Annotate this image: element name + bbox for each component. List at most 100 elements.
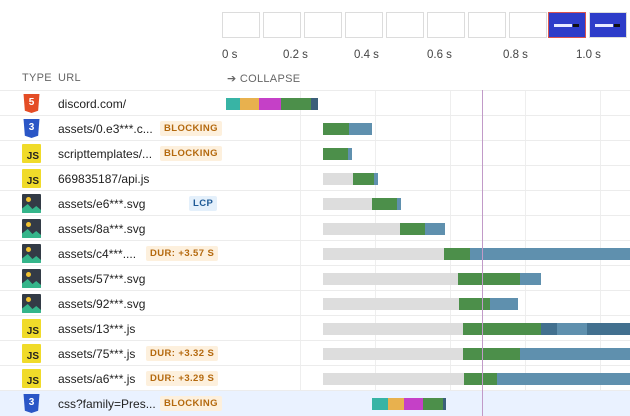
download-segment [520, 348, 630, 360]
image-icon [22, 294, 41, 313]
download-segment [470, 248, 630, 260]
js-icon: JS [22, 169, 41, 188]
request-segment [323, 148, 348, 160]
download-segment [490, 298, 518, 310]
filmstrip-frame[interactable] [263, 12, 301, 38]
render-marker-line [482, 90, 483, 416]
request-url: assets/92***.svg [58, 297, 146, 311]
axis-tick-label: 0.8 s [503, 49, 528, 61]
filmstrip-frame[interactable] [222, 12, 260, 38]
download-segment [520, 273, 541, 285]
axis-tick-label: 0 s [222, 49, 238, 61]
request-segment [464, 373, 497, 385]
blocking-badge: BLOCKING [160, 396, 222, 411]
request-url: assets/75***.js [58, 347, 136, 361]
request-url: assets/c4***.... [58, 247, 137, 261]
download-segment [374, 173, 378, 185]
request-row[interactable]: assets/57***.svg [0, 265, 630, 290]
download-segment [557, 323, 587, 335]
css3-icon: 3 [23, 394, 40, 413]
filmstrip-frame[interactable] [427, 12, 465, 38]
request-url: discord.com/ [58, 97, 127, 111]
request-row[interactable]: JS assets/a6***.js DUR: +3.29 S [0, 365, 630, 390]
request-segment [400, 223, 425, 235]
duration-badge: DUR: +3.57 S [146, 246, 219, 261]
gridline [300, 90, 301, 416]
request-row[interactable]: JS scripttemplates/... BLOCKING [0, 140, 630, 165]
waiting-segment [323, 223, 400, 235]
request-url: assets/13***.js [58, 322, 136, 336]
connect-segment [240, 98, 259, 110]
request-url: 669835187/api.js [58, 172, 150, 186]
waiting-segment [323, 298, 459, 310]
request-url: assets/0.e3***.c... [58, 122, 153, 136]
request-row[interactable]: JS 669835187/api.js [0, 165, 630, 190]
url-column-header[interactable]: URL [58, 72, 81, 84]
waiting-segment [323, 373, 464, 385]
request-row[interactable]: assets/8a***.svg [0, 215, 630, 240]
request-row[interactable]: assets/c4***.... DUR: +3.57 S [0, 240, 630, 265]
request-url: assets/a6***.js [58, 372, 136, 386]
request-row[interactable]: assets/92***.svg [0, 290, 630, 315]
waiting-segment [323, 273, 458, 285]
download-segment [349, 123, 372, 135]
waiting-segment [323, 248, 444, 260]
axis-tick-label: 1.0 s [576, 49, 601, 61]
request-segment [281, 98, 311, 110]
blocking-badge: BLOCKING [160, 121, 222, 136]
request-url: assets/e6***.svg [58, 197, 146, 211]
waiting-segment [323, 198, 372, 210]
filmstrip-frame[interactable] [345, 12, 383, 38]
filmstrip-frame[interactable] [304, 12, 342, 38]
type-column-header[interactable]: TYPE [22, 72, 52, 84]
image-icon [22, 269, 41, 288]
download-segment [541, 323, 557, 335]
download-segment [311, 98, 318, 110]
request-row[interactable]: 3 assets/0.e3***.c... BLOCKING [0, 115, 630, 140]
request-segment [353, 173, 374, 185]
request-url: css?family=Pres... [58, 397, 156, 411]
js-icon: JS [22, 344, 41, 363]
dns-segment [226, 98, 240, 110]
axis-tick-label: 0.6 s [427, 49, 452, 61]
collapse-button[interactable]: ➔ COLLAPSE [227, 73, 301, 85]
axis-tick-label: 0.2 s [283, 49, 308, 61]
dns-segment [372, 398, 388, 410]
css3-icon: 3 [23, 119, 40, 138]
image-icon [22, 194, 41, 213]
download-segment [397, 198, 401, 210]
image-icon [22, 219, 41, 238]
filmstrip-frame-selected[interactable] [548, 12, 586, 38]
request-row-selected[interactable]: 3 css?family=Pres... BLOCKING [0, 390, 630, 416]
download-segment [497, 373, 630, 385]
request-segment [372, 198, 397, 210]
image-icon [22, 244, 41, 263]
request-row[interactable]: JS assets/75***.js DUR: +3.32 S [0, 340, 630, 365]
request-row[interactable]: assets/e6***.svg LCP [0, 190, 630, 215]
filmstrip-frame[interactable] [509, 12, 547, 38]
request-segment [458, 273, 520, 285]
connect-segment [388, 398, 404, 410]
duration-badge: DUR: +3.29 S [146, 371, 219, 386]
html5-icon: 5 [23, 94, 40, 113]
request-segment [463, 348, 520, 360]
filmstrip-frame[interactable] [468, 12, 506, 38]
request-segment [323, 123, 349, 135]
request-row[interactable]: 5 discord.com/ [0, 90, 630, 115]
js-icon: JS [22, 369, 41, 388]
request-segment [444, 248, 470, 260]
axis-tick-label: 0.4 s [354, 49, 379, 61]
request-row[interactable]: JS assets/13***.js [0, 315, 630, 340]
filmstrip-frame-rendered[interactable] [589, 12, 627, 38]
request-url: assets/8a***.svg [58, 222, 146, 236]
js-icon: JS [22, 319, 41, 338]
waiting-segment [323, 348, 463, 360]
filmstrip-frame[interactable] [386, 12, 424, 38]
ssl-segment [404, 398, 423, 410]
download-segment [348, 148, 352, 160]
waiting-segment [323, 173, 353, 185]
js-icon: JS [22, 144, 41, 163]
request-segment [423, 398, 443, 410]
request-url: scripttemplates/... [58, 147, 153, 161]
duration-badge: DUR: +3.32 S [146, 346, 219, 361]
